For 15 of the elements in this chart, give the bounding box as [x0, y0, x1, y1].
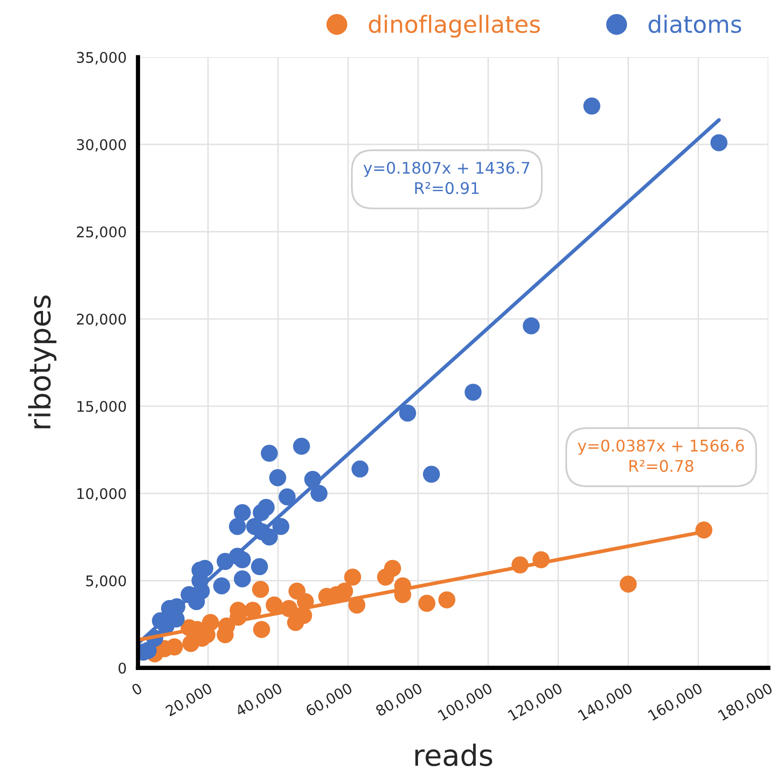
y-tick-label: 30,000: [76, 139, 126, 152]
y-tick-label: 25,000: [76, 226, 126, 239]
y-tick-label: 15,000: [77, 400, 126, 414]
y-tick-label: 20,000: [76, 314, 126, 326]
y-tick-label: 10,000: [77, 488, 126, 501]
y-tick-label: 5,000: [86, 575, 126, 588]
x-axis-title: reads: [415, 744, 492, 766]
y-tick-label: 35,000: [76, 52, 126, 64]
legend-label: diatoms: [648, 14, 742, 34]
y-tick-label: 0: [118, 662, 126, 674]
y-axis-title: ribotypes: [28, 296, 56, 428]
x-tick-label: 0: [130, 682, 143, 696]
annotation: y=0.0387x + 1566.6 R²=0.78: [578, 440, 744, 472]
legend-label: dinoflagellates: [368, 14, 540, 38]
annotation: y=0.1807x + 1436.7 R²=0.91: [364, 162, 530, 194]
